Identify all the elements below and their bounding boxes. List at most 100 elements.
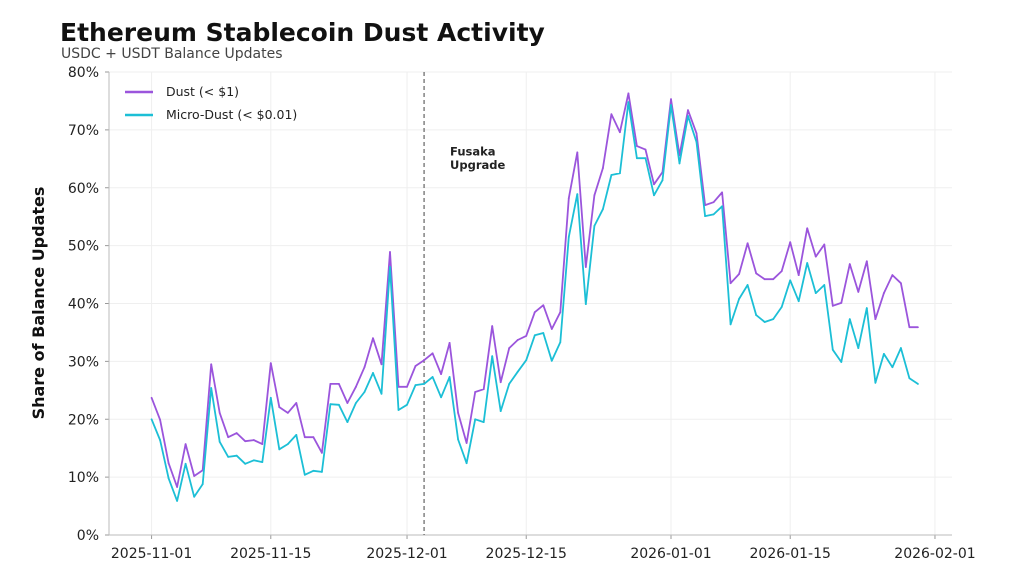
data-point bbox=[269, 362, 272, 365]
data-point bbox=[312, 436, 315, 439]
data-point bbox=[559, 341, 562, 344]
data-point bbox=[355, 385, 357, 388]
data-point bbox=[823, 243, 826, 246]
data-point bbox=[831, 348, 834, 351]
data-point bbox=[882, 352, 885, 355]
data-point bbox=[661, 179, 664, 182]
data-point bbox=[406, 403, 408, 406]
data-point bbox=[627, 92, 630, 95]
data-point bbox=[712, 213, 715, 216]
data-point bbox=[610, 174, 613, 176]
data-point bbox=[355, 402, 357, 404]
data-point bbox=[729, 323, 732, 326]
data-point bbox=[891, 274, 894, 277]
data-point bbox=[269, 396, 272, 399]
data-point bbox=[806, 262, 809, 264]
data-point bbox=[542, 332, 545, 334]
fusaka-annotation: Fusaka Upgrade bbox=[423, 72, 506, 535]
data-point bbox=[346, 402, 349, 404]
data-point bbox=[448, 376, 451, 378]
data-point bbox=[295, 402, 298, 404]
data-point bbox=[218, 440, 221, 443]
data-point bbox=[746, 242, 749, 245]
data-point bbox=[917, 383, 919, 385]
data-point bbox=[865, 307, 868, 310]
data-point bbox=[619, 172, 621, 175]
data-point bbox=[184, 462, 187, 465]
y-tick-label: 0% bbox=[77, 528, 99, 544]
data-point bbox=[636, 157, 638, 160]
data-point bbox=[295, 433, 298, 436]
data-point bbox=[567, 236, 570, 238]
data-point bbox=[900, 347, 902, 349]
data-point bbox=[687, 109, 689, 112]
data-point bbox=[857, 291, 860, 293]
data-point bbox=[601, 208, 604, 211]
data-point bbox=[346, 421, 349, 424]
data-point bbox=[423, 359, 425, 362]
y-tick-label: 60% bbox=[68, 181, 99, 197]
data-point bbox=[338, 383, 340, 385]
data-point bbox=[738, 273, 741, 275]
data-point bbox=[252, 439, 255, 441]
data-point bbox=[227, 436, 230, 439]
data-point bbox=[491, 325, 494, 327]
data-point bbox=[320, 451, 323, 454]
data-point bbox=[687, 115, 689, 117]
data-point bbox=[227, 455, 230, 458]
data-point bbox=[218, 411, 221, 414]
data-point bbox=[414, 365, 417, 367]
data-point bbox=[695, 132, 698, 135]
x-tick-label: 2026-01-15 bbox=[750, 546, 831, 562]
y-tick-label: 20% bbox=[68, 412, 99, 428]
data-point bbox=[465, 442, 468, 444]
x-tick-label: 2025-12-15 bbox=[486, 546, 567, 562]
data-point bbox=[193, 475, 196, 477]
data-point bbox=[261, 461, 264, 463]
chart-title: Ethereum Stablecoin Dust Activity bbox=[60, 18, 545, 47]
data-point bbox=[670, 98, 672, 101]
data-point bbox=[329, 383, 332, 385]
data-point bbox=[338, 403, 340, 406]
data-point bbox=[235, 432, 238, 435]
data-point bbox=[729, 282, 732, 285]
data-point bbox=[653, 194, 655, 197]
data-point bbox=[797, 300, 800, 303]
x-tick-label: 2025-11-15 bbox=[230, 546, 311, 562]
data-point bbox=[593, 194, 596, 197]
data-point bbox=[482, 388, 485, 391]
data-point bbox=[261, 443, 264, 446]
data-point bbox=[746, 284, 749, 286]
data-point bbox=[797, 274, 800, 277]
data-point bbox=[533, 334, 536, 337]
data-point bbox=[550, 359, 553, 362]
data-point bbox=[550, 328, 553, 330]
data-point bbox=[823, 284, 826, 286]
annotation-label-line1: Fusaka bbox=[450, 144, 495, 158]
data-point bbox=[431, 376, 434, 378]
x-tick-label: 2026-02-01 bbox=[894, 546, 975, 562]
x-tick-label: 2025-11-01 bbox=[111, 546, 192, 562]
data-point bbox=[670, 104, 672, 106]
data-point bbox=[440, 396, 442, 399]
data-point bbox=[431, 352, 434, 355]
y-tick-label: 40% bbox=[68, 297, 99, 313]
data-point bbox=[874, 318, 877, 321]
data-point bbox=[244, 462, 247, 465]
data-point bbox=[610, 113, 613, 116]
data-point bbox=[772, 278, 775, 281]
data-point bbox=[755, 314, 758, 316]
annotation-label-line2: Upgrade bbox=[450, 158, 505, 172]
data-point bbox=[593, 225, 596, 227]
data-point bbox=[210, 363, 213, 366]
y-tick-label: 70% bbox=[68, 123, 99, 139]
data-point bbox=[576, 193, 579, 196]
data-point bbox=[457, 438, 460, 441]
y-tick-label: 30% bbox=[68, 354, 99, 370]
data-point bbox=[644, 157, 647, 160]
data-point bbox=[363, 366, 366, 369]
data-point bbox=[320, 471, 323, 473]
data-point bbox=[542, 304, 545, 307]
data-point bbox=[763, 278, 766, 281]
